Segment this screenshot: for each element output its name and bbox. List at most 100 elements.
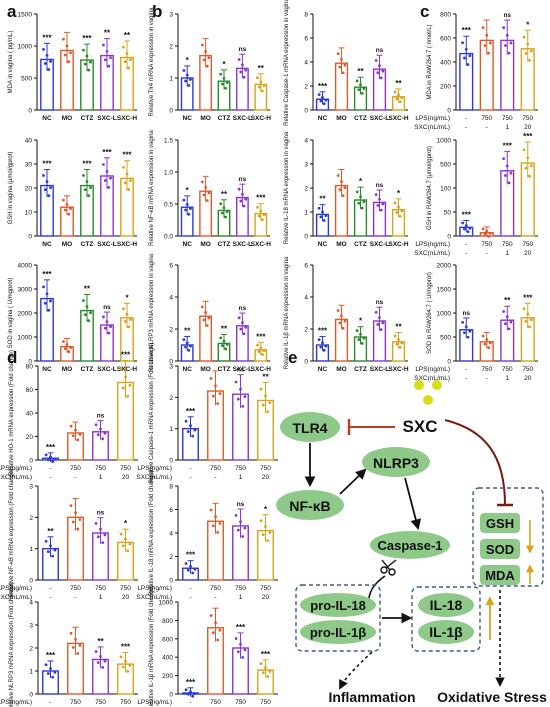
y-tick-label: 1 xyxy=(29,669,33,676)
pro-il18-label: pro-IL-18 xyxy=(310,598,366,613)
data-point xyxy=(126,549,130,553)
y-tick-label: 500 xyxy=(440,162,451,169)
data-point xyxy=(119,655,123,659)
y-axis-label: SOD in RAW264.7 ( U/mgprot) xyxy=(427,272,433,354)
data-point xyxy=(485,229,489,233)
data-point xyxy=(507,51,511,55)
y-tick-label: 4 xyxy=(304,295,308,302)
significance-label: *** xyxy=(256,194,266,203)
data-point xyxy=(123,60,127,64)
data-point xyxy=(524,52,528,55)
significance-label: *** xyxy=(46,443,56,452)
data-point xyxy=(379,328,383,332)
y-tick-label: 0 xyxy=(304,359,308,366)
data-point xyxy=(184,79,187,83)
data-point xyxy=(381,202,385,206)
significance-label: * xyxy=(264,505,268,514)
data-point xyxy=(218,392,222,395)
lps-value-label: - xyxy=(465,241,467,248)
data-point xyxy=(129,179,132,183)
lps-value-label: 750 xyxy=(522,241,533,248)
data-point xyxy=(241,63,244,67)
significance-label: ns xyxy=(376,299,384,306)
significance-label: *** xyxy=(121,350,131,359)
data-point xyxy=(63,53,67,57)
data-point xyxy=(224,86,228,90)
data-point xyxy=(481,334,485,338)
category-label: SXC-L xyxy=(370,241,390,248)
y-tick-label: 8 xyxy=(169,484,173,491)
data-point xyxy=(76,652,80,655)
y-tick-label: 1000 xyxy=(437,311,452,318)
data-point xyxy=(526,156,530,160)
y-axis-label: SOD in vagina ( U/mgprot) xyxy=(8,278,14,349)
sxc-value-label: 20 xyxy=(262,594,270,601)
data-point xyxy=(488,341,492,345)
significance-label: *** xyxy=(102,148,112,157)
data-point xyxy=(504,174,507,177)
data-point xyxy=(42,47,45,51)
chart-b-4: 0 2 4 6 8 Relative Caspase-1 mRNA expression … xyxy=(284,0,409,126)
data-point xyxy=(522,148,526,152)
chart-a-0: 0 500 1000 1500 MDA in vagina ( pg/mL) *** NC M… xyxy=(8,12,137,123)
data-point xyxy=(374,193,378,197)
data-point xyxy=(468,226,472,230)
y-tick-label: 500 xyxy=(440,335,451,342)
data-point xyxy=(264,666,267,669)
data-point xyxy=(209,377,213,380)
data-point xyxy=(336,52,340,56)
panel-letter-d: d xyxy=(7,348,18,367)
y-tick-label: 2000 xyxy=(437,263,452,270)
data-point xyxy=(71,520,75,524)
data-point xyxy=(224,215,228,219)
data-point xyxy=(202,318,206,322)
data-point xyxy=(78,518,82,522)
data-point xyxy=(241,404,245,408)
significance-label: ns xyxy=(237,367,245,374)
data-point xyxy=(340,180,343,183)
data-point xyxy=(359,333,362,336)
category-label: NC xyxy=(318,115,328,122)
y-tick-label: 0 xyxy=(447,108,451,115)
data-point xyxy=(468,54,472,58)
data-point xyxy=(257,350,261,354)
sxc-value-label: 1 xyxy=(239,474,243,481)
significance-label: ** xyxy=(221,325,228,334)
significance-label: *** xyxy=(261,650,271,659)
data-point xyxy=(256,205,259,209)
data-point xyxy=(505,33,509,37)
data-point xyxy=(123,181,127,185)
data-point xyxy=(220,82,224,86)
data-point xyxy=(43,188,47,192)
data-point xyxy=(241,192,244,196)
data-point xyxy=(461,221,465,225)
data-point xyxy=(481,26,485,30)
lps-row-label: LPS(ng/mL) xyxy=(0,585,32,592)
data-point xyxy=(376,71,380,75)
data-point xyxy=(374,310,378,314)
data-point xyxy=(262,213,266,217)
y-tick-label: 4 xyxy=(169,295,173,302)
mature-il-box xyxy=(411,586,481,652)
data-point xyxy=(47,308,51,312)
data-point xyxy=(268,669,272,673)
data-point xyxy=(236,650,240,654)
gsh-label: GSH xyxy=(486,516,514,531)
data-point xyxy=(46,672,50,675)
data-point xyxy=(343,186,347,190)
significance-label: ns xyxy=(97,413,105,420)
data-point xyxy=(464,325,468,329)
sxc-value-label: 20 xyxy=(524,124,532,131)
data-point xyxy=(239,327,243,331)
data-point xyxy=(400,341,404,345)
data-point xyxy=(505,315,509,319)
y-tick-label: 2 xyxy=(304,186,308,193)
data-point xyxy=(125,51,129,55)
data-point xyxy=(127,325,131,329)
sxc-value-label: 20 xyxy=(524,250,532,257)
y-tick-label: 3 xyxy=(304,162,308,169)
significance-label: ns xyxy=(103,304,111,311)
lps-row-label: LPS(ng/mL) xyxy=(0,699,32,706)
sxc-inhibit-oxidative xyxy=(444,419,513,507)
sxc-value-label: - xyxy=(465,375,467,382)
